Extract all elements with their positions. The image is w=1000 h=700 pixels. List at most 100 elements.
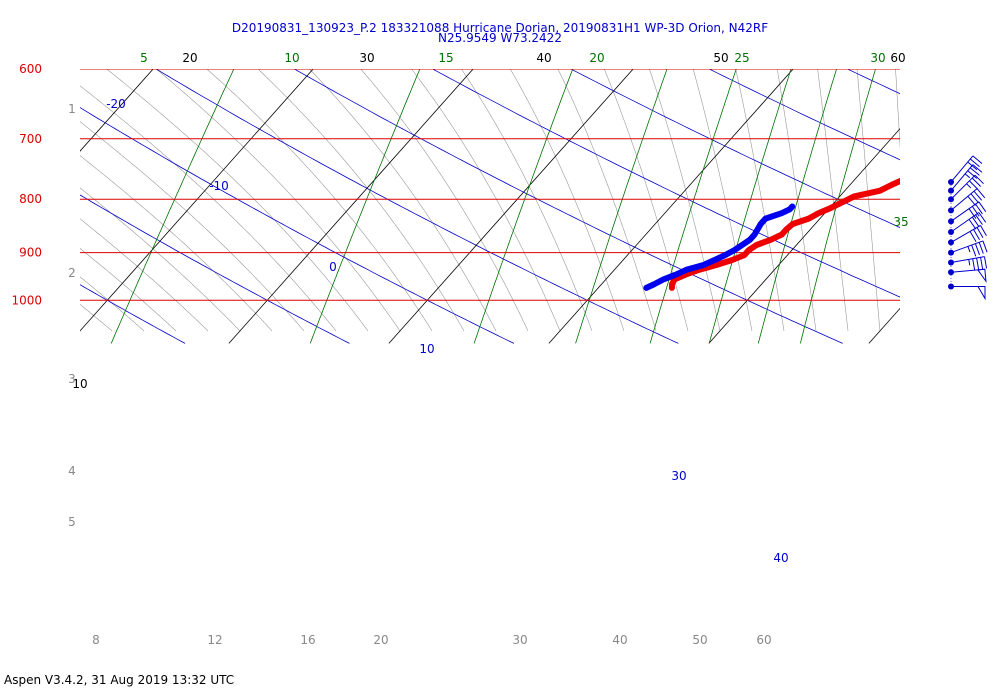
mixing-ratio-label: 35 — [893, 215, 908, 229]
height-km-label: 2 — [68, 266, 76, 280]
chart-subtitle: N25.9549 W73.2422 — [438, 31, 562, 45]
wind-barb — [948, 224, 987, 246]
height-km-label: 1 — [68, 102, 76, 116]
pressure-label: 900 — [19, 246, 42, 260]
isotherm-label: 60 — [890, 51, 905, 65]
wind-barb — [948, 201, 987, 225]
wind-barb — [948, 164, 983, 194]
wind-barb-full — [969, 231, 977, 243]
software-footer: Aspen V3.4.2, 31 Aug 2019 13:32 UTC — [4, 673, 235, 687]
wind-barb-full — [980, 225, 987, 237]
wind-barb — [948, 283, 986, 301]
dry-adiabat — [80, 107, 515, 344]
temperature-profile — [668, 177, 900, 291]
moist-adiabat — [206, 69, 433, 332]
wind-barb-full — [968, 208, 977, 219]
wind-barb — [948, 174, 984, 203]
isotherm-label: 50 — [713, 51, 728, 65]
moist-adiabat — [155, 69, 401, 332]
dry-adiabat — [708, 69, 900, 161]
wind-barb — [948, 155, 983, 185]
dry-adiabat-label: -20 — [106, 97, 126, 111]
height-km-label: 5 — [68, 515, 76, 529]
moist-adiabat — [0, 39, 48, 331]
isotherm-label: 20 — [182, 51, 197, 65]
chart-title: D20190831_130923_P.2 183321088 Hurricane… — [232, 21, 768, 35]
isotherm — [228, 69, 474, 344]
moist-adiabat — [509, 69, 625, 332]
wind-barb-full — [973, 229, 980, 241]
moist-adiabat — [932, 39, 944, 331]
wind-barb-full — [971, 216, 980, 228]
moist-adiabat — [411, 69, 561, 332]
wind-barb-half — [967, 246, 971, 253]
wind-barb-full — [971, 177, 982, 187]
wind-barb-full — [976, 227, 984, 239]
wind-barb-full — [978, 201, 987, 212]
wind-barb — [948, 268, 987, 284]
moist-adiabat — [895, 69, 900, 151]
bottom-scale-label: 8 — [92, 633, 100, 647]
wind-barb-staff — [950, 174, 976, 200]
moist-adiabat — [692, 69, 753, 331]
mixing-ratio-label: 30 — [870, 51, 885, 65]
mixing-ratio-line — [800, 69, 876, 344]
dry-adiabat-label: 10 — [419, 342, 434, 356]
moist-adiabat — [776, 69, 817, 331]
bottom-scale-label: 12 — [207, 633, 222, 647]
wind-barb-full — [974, 243, 981, 256]
bottom-scale-label: 20 — [373, 633, 388, 647]
pressure-label: 600 — [19, 62, 42, 76]
moist-adiabat — [257, 69, 465, 332]
mixing-ratio-line — [708, 69, 792, 344]
wind-barbs — [948, 155, 988, 301]
dry-adiabat-label: -10 — [209, 179, 229, 193]
wind-barb-staff — [950, 224, 981, 243]
moist-adiabat — [557, 69, 657, 332]
height-km-label: 3 — [68, 372, 76, 386]
wind-barb-full — [975, 203, 983, 215]
wind-barb-full — [974, 174, 984, 185]
wind-barb-full — [969, 158, 980, 168]
mixing-ratio-label: 25 — [734, 51, 749, 65]
wind-barb-full — [969, 180, 979, 190]
moist-adiabat — [817, 69, 849, 331]
moist-adiabat — [106, 69, 369, 332]
dry-adiabat — [570, 69, 900, 228]
wind-barb-half — [968, 259, 971, 266]
height-km-label: 4 — [68, 464, 76, 478]
moist-adiabat — [80, 276, 145, 332]
wind-barb — [948, 240, 988, 257]
mixing-ratio-label: 20 — [589, 51, 604, 65]
mixing-ratio-line — [473, 69, 574, 344]
bottom-scale-label: 30 — [512, 633, 527, 647]
mixing-ratio-line — [649, 69, 737, 344]
pressure-label: 700 — [19, 132, 42, 146]
wind-barb-full — [976, 188, 986, 199]
wind-barb-half — [964, 173, 971, 179]
wind-barb-full — [972, 164, 983, 173]
wind-barb-staff — [950, 164, 974, 192]
wind-barb — [948, 188, 986, 214]
moist-adiabat — [360, 69, 529, 332]
wind-barb-full — [970, 193, 980, 204]
pressure-label: 800 — [19, 192, 42, 206]
wind-barb — [948, 256, 988, 271]
isotherm-label: 10 — [72, 377, 87, 391]
wind-barb-full — [975, 214, 983, 225]
wind-barb-full — [967, 170, 978, 179]
wind-barb-staff — [950, 212, 980, 233]
wind-barb-full — [971, 206, 980, 217]
dry-adiabat — [846, 69, 900, 95]
mixing-ratio-line — [110, 69, 235, 344]
moist-adiabat — [856, 69, 881, 331]
wind-barb — [948, 212, 987, 235]
moist-adiabat — [461, 69, 593, 332]
moist-adiabat — [80, 303, 113, 332]
bottom-scale-label: 16 — [300, 633, 315, 647]
wind-barb-staff — [950, 188, 978, 211]
wind-barb-pennant — [976, 268, 987, 284]
wind-barb-pennant — [977, 285, 986, 301]
